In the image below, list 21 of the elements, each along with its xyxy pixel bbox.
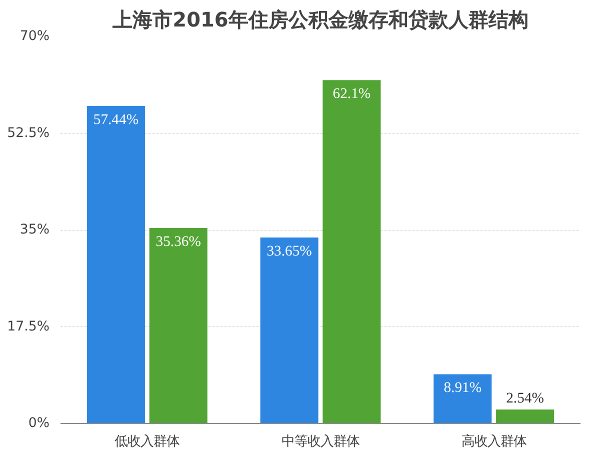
y-tick-label: 35%: [20, 222, 50, 238]
data-label: 35.36%: [156, 234, 201, 250]
chart-title: 上海市2016年住房公积金缴存和贷款人群结构: [112, 8, 528, 32]
bar: [496, 409, 554, 424]
x-tick-label: 中等收入群体: [282, 434, 360, 450]
data-label: 8.91%: [444, 380, 482, 396]
x-tick-label: 低收入群体: [114, 434, 180, 450]
bar: [149, 228, 208, 424]
data-label: 33.65%: [266, 243, 312, 260]
y-tick-label: 70%: [20, 29, 50, 44]
y-tick-label: 52.5%: [7, 126, 50, 141]
y-tick-label: 17.5%: [7, 319, 50, 334]
bar: [260, 237, 318, 424]
bar: [322, 80, 381, 424]
data-label: 62.1%: [332, 86, 371, 102]
data-label: 2.54%: [506, 390, 544, 406]
bar: [86, 106, 145, 424]
x-tick-label: 高收入群体: [461, 434, 526, 450]
bar: [434, 374, 492, 424]
y-tick-label: 0%: [28, 416, 50, 431]
data-label: 57.44%: [93, 112, 139, 128]
